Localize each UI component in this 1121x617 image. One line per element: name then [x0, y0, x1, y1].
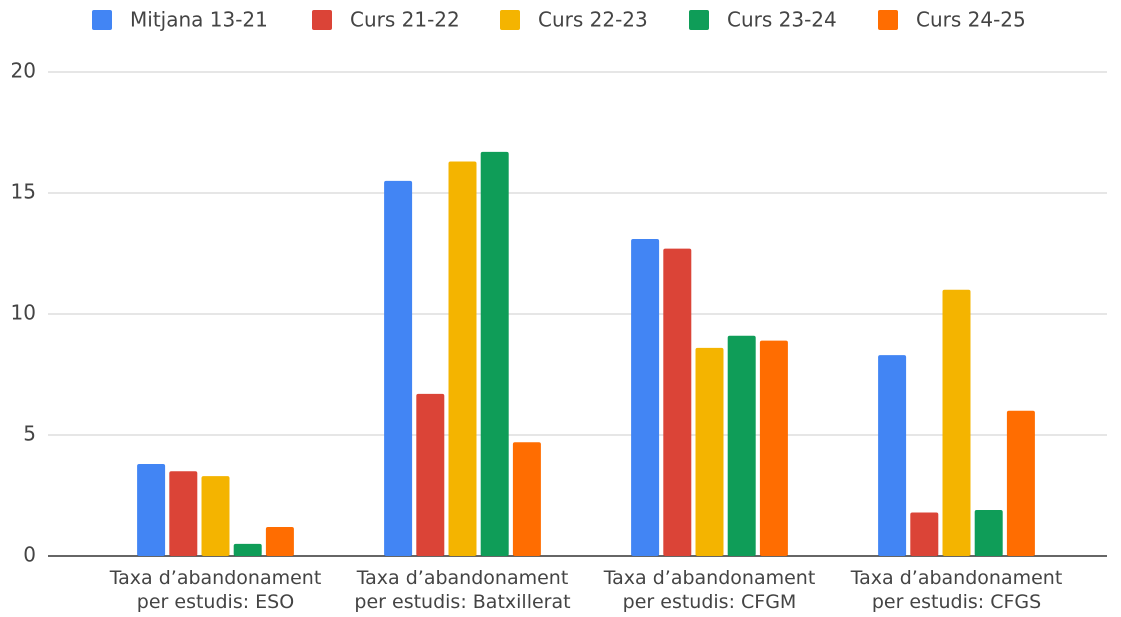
legend-label: Curs 21-22	[350, 8, 460, 32]
legend-swatch	[500, 10, 520, 30]
bar	[137, 464, 166, 556]
legend-swatch	[878, 10, 898, 30]
legend-label: Curs 23-24	[727, 8, 837, 32]
legend-swatch	[92, 10, 112, 30]
bar	[169, 471, 198, 556]
x-tick-label: Taxa d’abandonament per estudis: CFGM	[603, 567, 816, 613]
bar	[878, 355, 907, 556]
bar	[942, 289, 971, 556]
bar	[974, 510, 1003, 556]
y-tick-label: 15	[11, 180, 36, 204]
legend-label: Curs 24-25	[916, 8, 1026, 32]
y-tick-label: 5	[23, 422, 36, 446]
bar	[233, 543, 262, 556]
bar	[695, 347, 724, 556]
bar	[1006, 410, 1035, 556]
bar	[759, 340, 788, 556]
x-tick-label: Taxa d’abandonament per estudis: CFGS	[850, 567, 1063, 613]
legend-swatch	[689, 10, 709, 30]
bar	[384, 180, 413, 556]
bar	[631, 238, 660, 557]
legend-label: Curs 22-23	[538, 8, 648, 32]
legend-swatch	[312, 10, 332, 30]
y-tick-label: 0	[23, 543, 36, 567]
bar	[512, 442, 541, 556]
x-tick-label: Taxa d’abandonament per estudis: ESO	[109, 567, 322, 613]
bar	[416, 393, 445, 556]
y-tick-label: 20	[11, 59, 36, 83]
bar	[663, 248, 692, 556]
y-tick-label: 10	[11, 301, 36, 325]
legend-label: Mitjana 13-21	[130, 8, 268, 32]
bar	[910, 512, 939, 556]
bar	[201, 476, 230, 556]
bar	[480, 151, 509, 557]
bar	[727, 335, 756, 556]
bar	[448, 161, 477, 557]
bar	[265, 526, 294, 556]
x-tick-label: Taxa d’abandonament per estudis: Batxill…	[354, 567, 571, 613]
